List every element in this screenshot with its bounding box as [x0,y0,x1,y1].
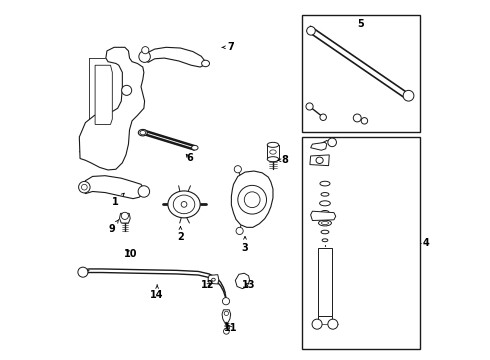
Polygon shape [79,47,145,170]
Text: 6: 6 [186,153,193,163]
Ellipse shape [140,131,146,135]
Bar [318,248,332,316]
Circle shape [181,202,187,207]
Circle shape [353,114,361,122]
Ellipse shape [321,221,328,225]
Circle shape [78,267,88,277]
Polygon shape [222,310,231,322]
Ellipse shape [321,211,329,214]
Ellipse shape [318,220,331,226]
Polygon shape [144,47,205,67]
Circle shape [236,227,243,234]
Circle shape [320,114,326,121]
Text: 13: 13 [242,280,255,290]
Text: 14: 14 [150,285,164,301]
Polygon shape [208,275,219,284]
Circle shape [81,184,87,190]
Ellipse shape [168,191,200,218]
Text: 12: 12 [200,280,214,290]
Polygon shape [311,142,327,150]
Ellipse shape [321,230,329,234]
Bar [267,145,279,159]
Ellipse shape [319,201,330,206]
Circle shape [122,85,132,95]
Circle shape [403,90,414,101]
Ellipse shape [320,181,330,186]
Circle shape [223,328,229,334]
Polygon shape [310,155,329,166]
Text: 4: 4 [422,238,429,248]
Ellipse shape [267,142,279,147]
Ellipse shape [316,157,323,163]
Circle shape [306,103,313,110]
Circle shape [238,185,267,214]
Circle shape [78,181,90,193]
Bar [302,15,420,132]
Text: 10: 10 [124,248,138,258]
Text: 8: 8 [278,155,288,165]
Ellipse shape [201,60,210,67]
Ellipse shape [270,150,276,154]
Text: 3: 3 [242,237,248,253]
Polygon shape [235,273,250,289]
Ellipse shape [138,130,147,136]
Circle shape [307,27,315,35]
Circle shape [122,212,128,220]
Text: 11: 11 [224,323,238,333]
Text: 7: 7 [222,42,234,52]
Ellipse shape [322,239,328,242]
Circle shape [234,166,242,173]
Ellipse shape [321,193,329,196]
Circle shape [312,319,322,329]
Circle shape [138,186,149,197]
Circle shape [328,319,338,329]
Circle shape [224,311,228,316]
Bar [302,137,420,348]
Text: 1: 1 [112,193,124,207]
Circle shape [361,118,368,124]
Polygon shape [82,176,144,199]
Text: 2: 2 [177,226,184,242]
Ellipse shape [192,145,198,150]
Polygon shape [95,65,112,125]
Circle shape [139,51,150,62]
Polygon shape [311,211,336,221]
Ellipse shape [212,278,215,281]
Ellipse shape [267,157,279,162]
Circle shape [245,192,260,208]
Text: 9: 9 [108,220,119,234]
Circle shape [328,138,337,147]
Circle shape [142,46,149,54]
Text: 5: 5 [358,19,364,30]
Circle shape [222,298,230,305]
Ellipse shape [173,195,195,214]
Polygon shape [120,213,130,223]
Polygon shape [231,171,273,227]
